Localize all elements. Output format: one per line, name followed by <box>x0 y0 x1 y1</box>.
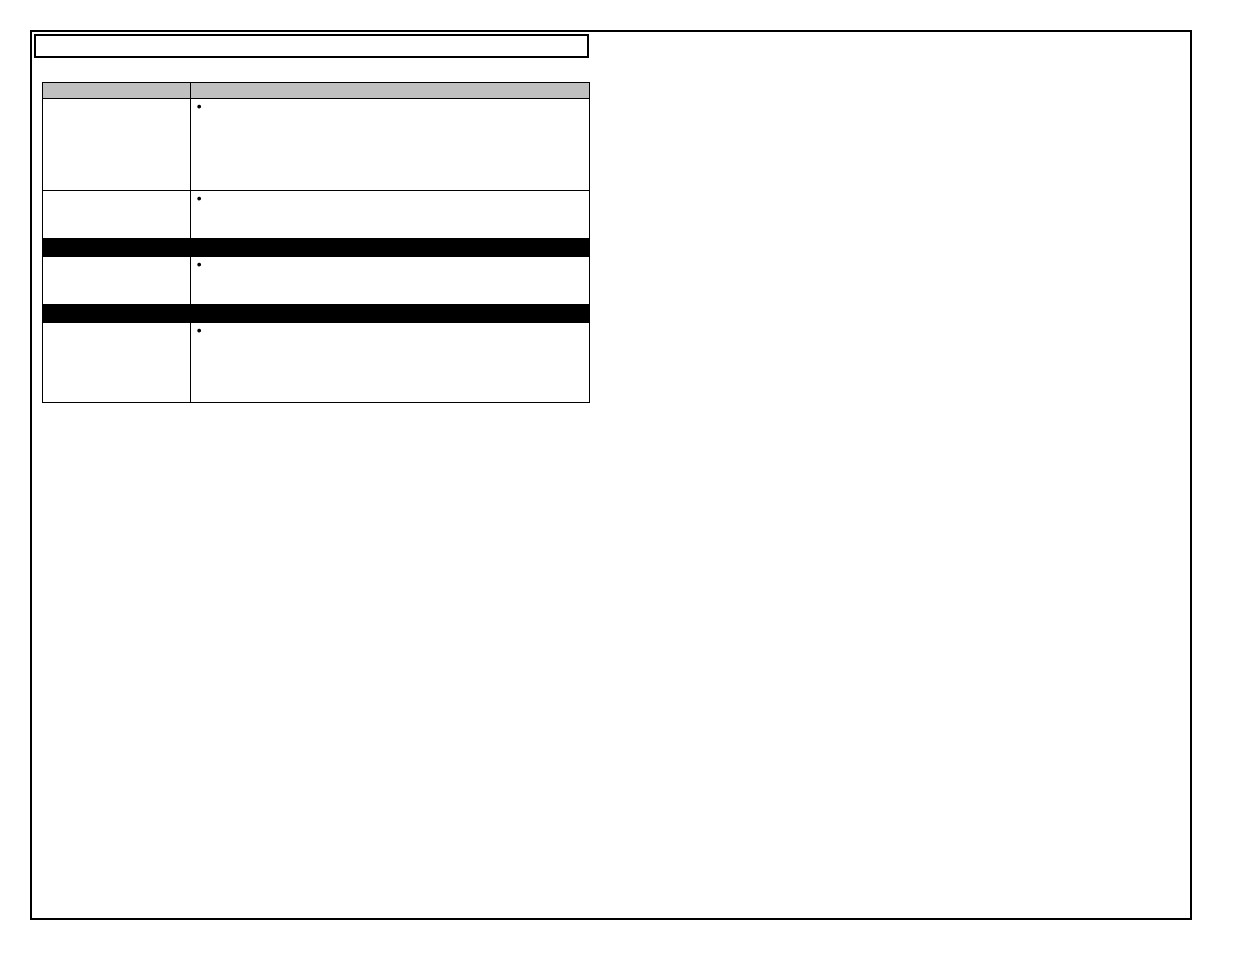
separator-cell <box>43 305 191 323</box>
table-header-row <box>43 83 590 99</box>
cell-details <box>190 99 589 191</box>
cell-category <box>43 191 191 239</box>
separator-cell <box>190 239 589 257</box>
outer-frame <box>30 30 1192 920</box>
separator-cell <box>190 305 589 323</box>
cell-details <box>190 323 589 403</box>
cell-details <box>190 257 589 305</box>
bullet-item <box>191 323 589 337</box>
table-header-category <box>43 83 191 99</box>
table-row <box>43 257 590 305</box>
table-separator-row <box>43 239 590 257</box>
cell-category <box>43 323 191 403</box>
bullet-item <box>191 191 589 205</box>
data-table <box>42 82 590 403</box>
separator-cell <box>43 239 191 257</box>
title-box <box>34 34 589 58</box>
cell-category <box>43 257 191 305</box>
bullet-item <box>191 257 589 271</box>
table-row <box>43 323 590 403</box>
cell-category <box>43 99 191 191</box>
table-row <box>43 99 590 191</box>
table-header-details <box>190 83 589 99</box>
table-row <box>43 191 590 239</box>
page <box>0 0 1235 954</box>
table-separator-row <box>43 305 590 323</box>
bullet-item <box>191 99 589 113</box>
cell-details <box>190 191 589 239</box>
